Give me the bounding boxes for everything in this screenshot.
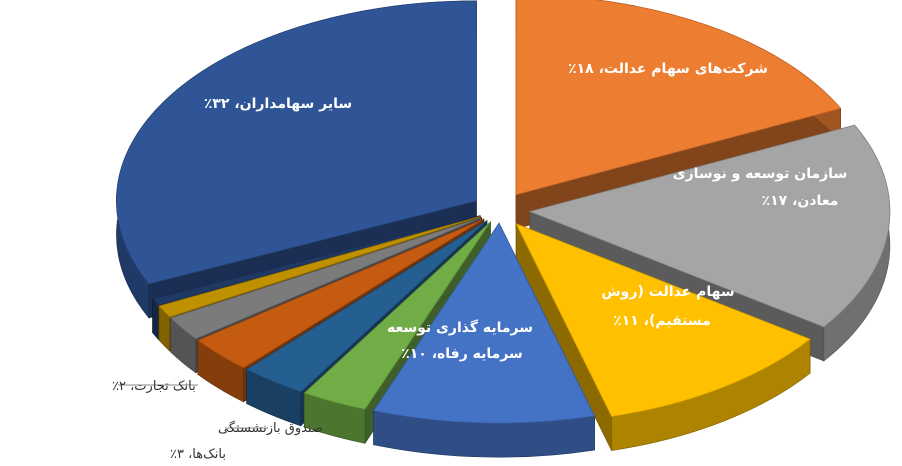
slice-label-sazman-line1: سازمان توسعه و نوسازی [673, 166, 847, 182]
slice-label-sharikat: شرکت‌های سهام عدالت، ۱۸٪ [568, 61, 768, 77]
pie-labels: شرکت‌های سهام عدالت، ۱۸٪ سازمان توسعه و … [112, 61, 847, 462]
pie-slices [116, 0, 891, 458]
ext-label-tejarat: بانک تجارت، ۲٪ [112, 379, 196, 394]
ext-label-sandogh-line2: بانک‌ها، ۳٪ [170, 447, 226, 462]
slice-10-top [116, 0, 477, 285]
slice-0-top [515, 0, 842, 196]
slice-9-top [151, 215, 481, 306]
slice-label-edalat-line2: مستقیم)، ۱۱٪ [613, 313, 711, 329]
slice-6-top [197, 218, 485, 369]
slice-label-sayer: سایر سهامداران، ۳۲٪ [204, 96, 352, 112]
slice-5-top [245, 220, 488, 393]
slice-label-edalat-line1: سهام عدالت (روش [601, 284, 734, 300]
slice-3-top [372, 222, 596, 424]
slice-2-top [515, 222, 811, 418]
slice-7-top [169, 216, 482, 340]
slice-label-sazman-line2: معادن، ۱۷٪ [762, 193, 839, 209]
slice-label-refah-line2: سرمایه رفاه، ۱۰٪ [401, 346, 523, 362]
slice-label-refah-line1: سرمایه گذاری توسعه [387, 319, 533, 336]
slice-4-top [303, 221, 491, 410]
slice-8-top [158, 215, 481, 318]
slice-1-top [528, 124, 891, 328]
ext-label-sandogh-line1: صندوق بازنشستگی [218, 420, 323, 436]
